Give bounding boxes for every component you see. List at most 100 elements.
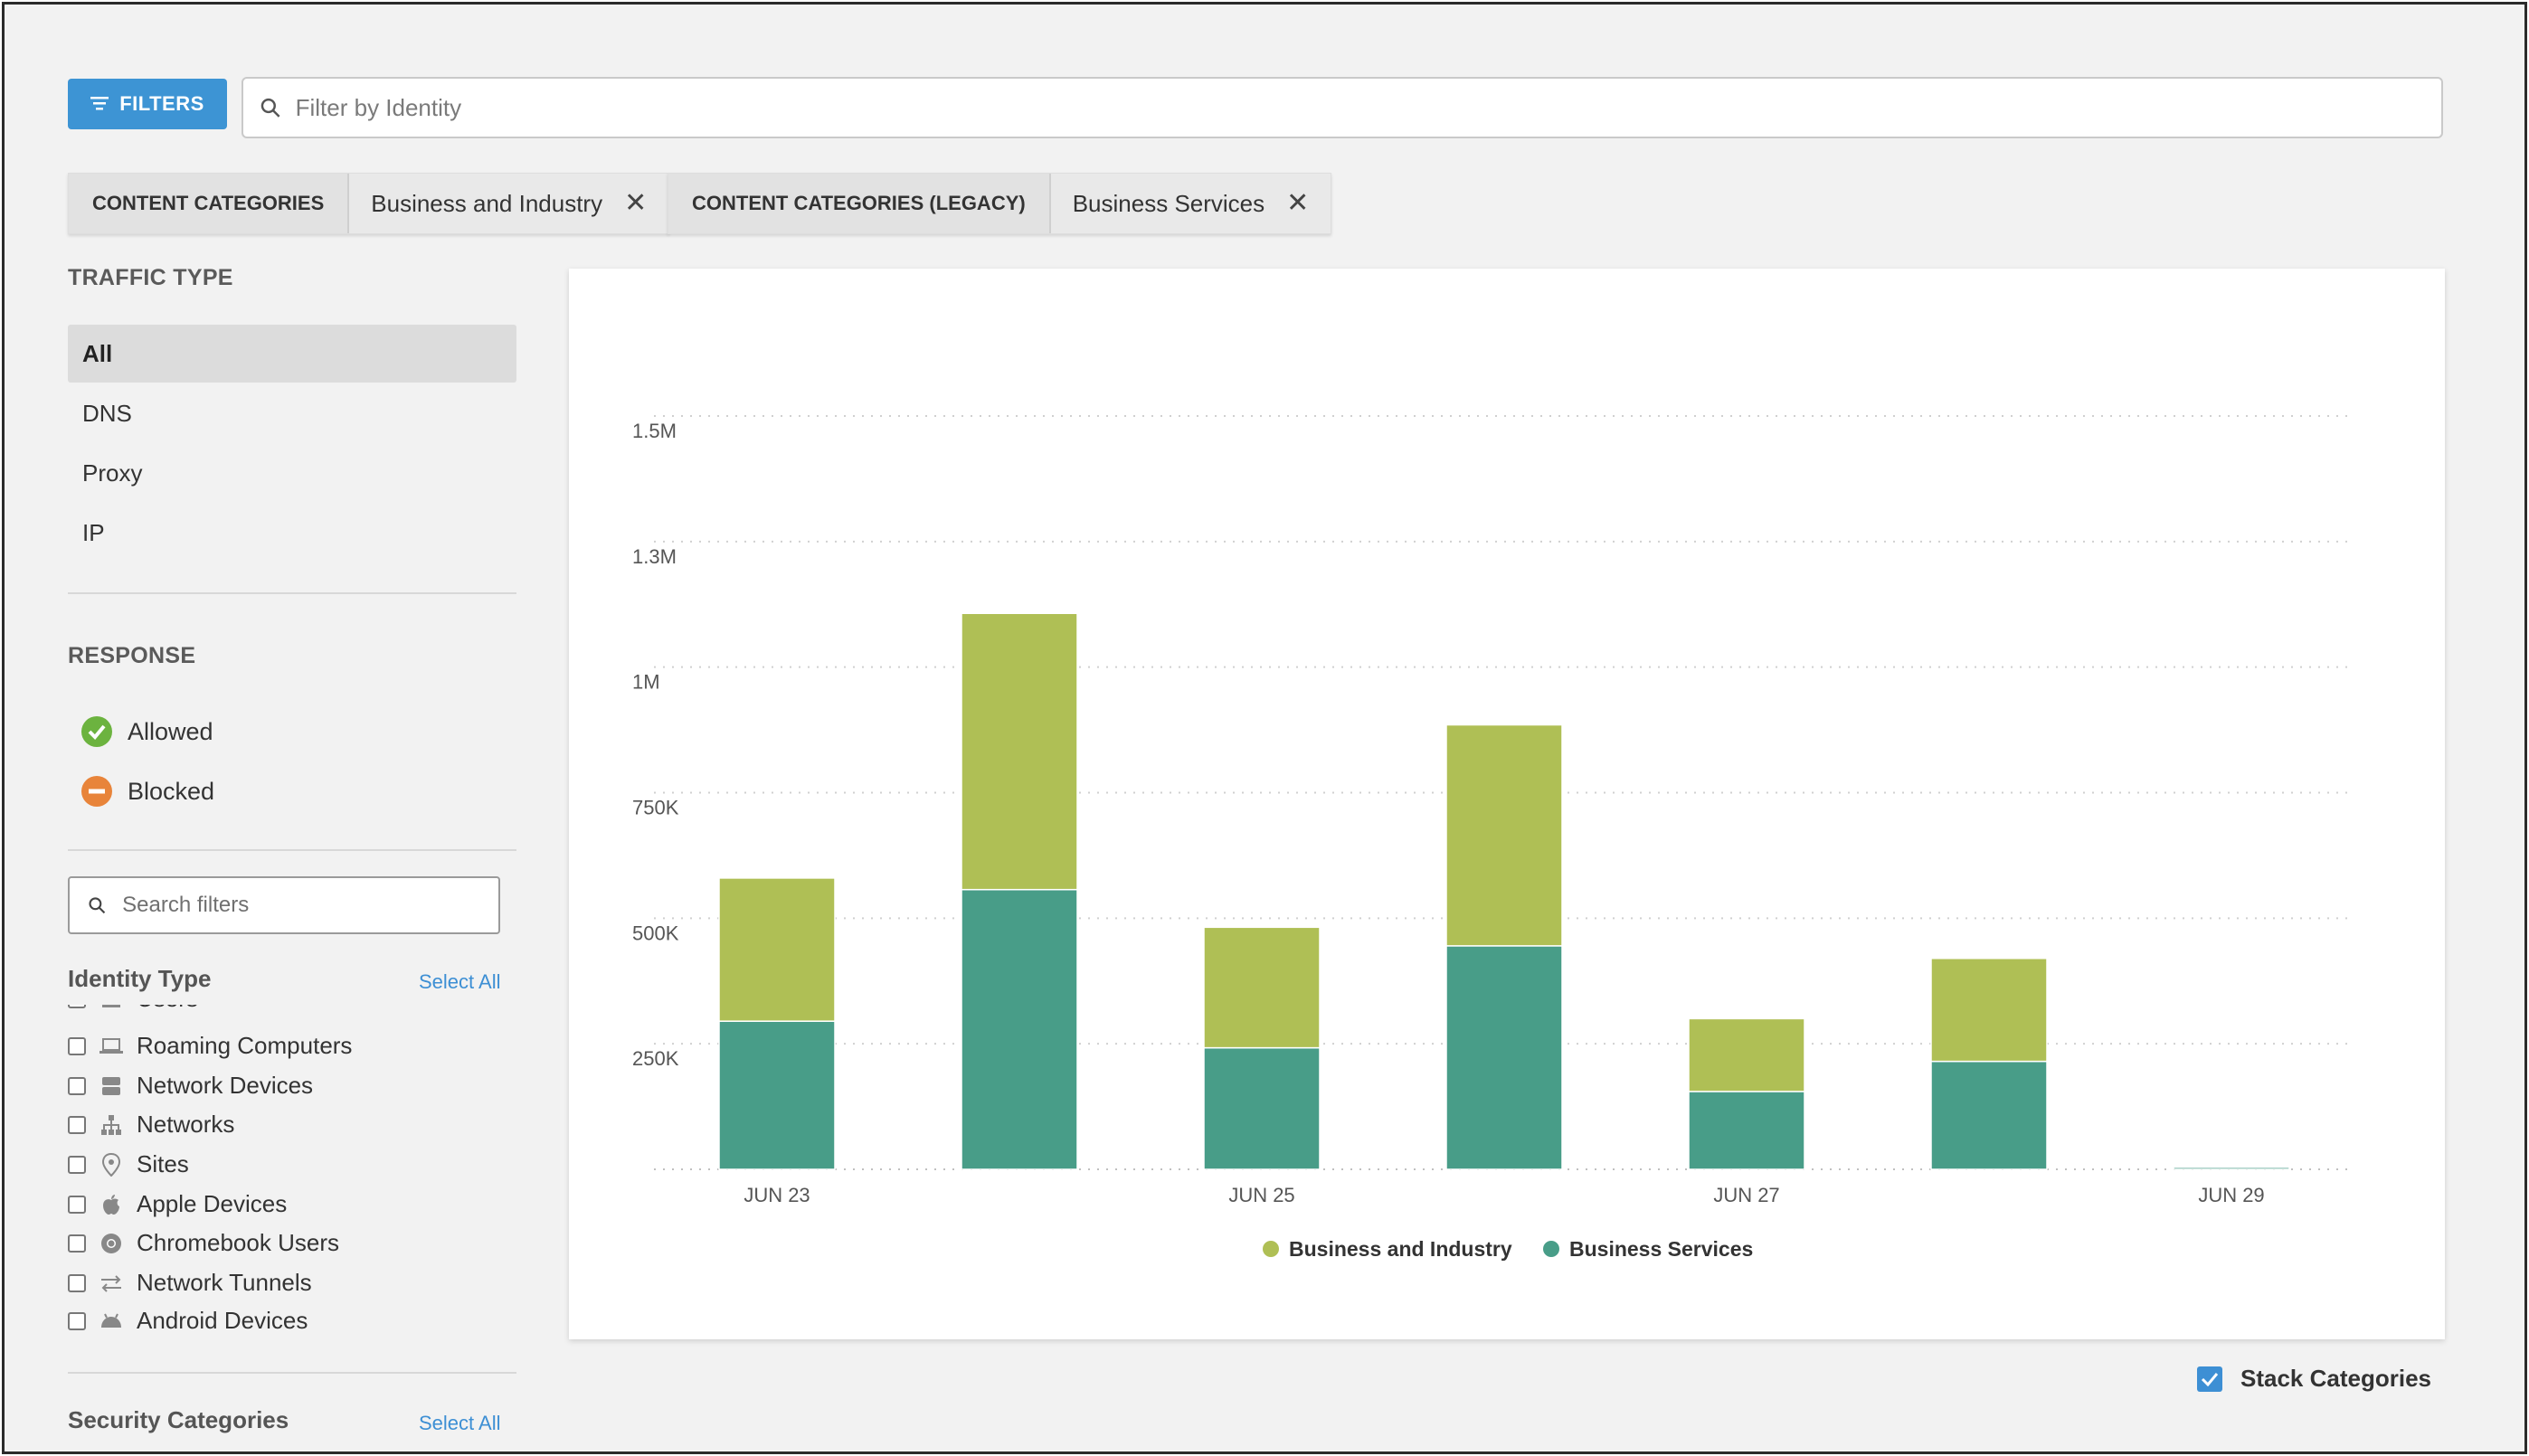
divider (68, 592, 516, 594)
bar-business-services (718, 1020, 836, 1170)
checkbox[interactable] (68, 1234, 86, 1253)
bar-business-industry (961, 612, 1078, 891)
bar-business-services (1688, 1091, 1805, 1170)
apple-icon (99, 1194, 124, 1215)
identity-type-title: Identity Type (68, 965, 212, 992)
response-blocked[interactable]: Blocked (81, 775, 214, 808)
bar-business-services (961, 888, 1078, 1170)
identity-item-label: Network Tunnels (137, 1269, 312, 1296)
network-tree-icon (99, 1114, 124, 1136)
security-categories-title: Security Categories (68, 1406, 289, 1433)
checkbox[interactable] (68, 1076, 86, 1095)
chrome-icon (99, 1233, 124, 1254)
x-tick-label: JUN 29 (2198, 1184, 2264, 1206)
filters-button-label: FILTERS (119, 92, 204, 115)
search-filters-input[interactable] (122, 893, 498, 918)
legend-swatch (1263, 1241, 1279, 1257)
chart-card: 250K 500K 750K 1M 1.3M 1.5M JUN 23 JUN 25 JUN 27… (569, 269, 2445, 1339)
filter-chip-content-categories: CONTENT CATEGORIES Business and Industry… (68, 173, 670, 234)
identity-item-network-tunnels[interactable]: Network Tunnels (68, 1269, 312, 1297)
divider (68, 1372, 516, 1374)
chip-key: CONTENT CATEGORIES (LEGACY) (668, 174, 1051, 233)
bar-business-industry (718, 877, 836, 1022)
filters-button[interactable]: FILTERS (68, 79, 227, 129)
checkbox[interactable] (68, 1273, 86, 1292)
identity-search-box[interactable] (242, 77, 2443, 138)
traffic-type-all[interactable]: All (68, 325, 516, 383)
bar-business-industry (1930, 958, 2048, 1063)
checkbox[interactable] (68, 1036, 86, 1055)
identity-item-label: Roaming Computers (137, 1032, 353, 1059)
checkmark-icon (2201, 1372, 2219, 1386)
stack-categories-checkbox[interactable] (2197, 1366, 2222, 1392)
y-tick-label: 750K (632, 797, 679, 819)
traffic-type-dns[interactable]: DNS (82, 399, 132, 427)
network-device-icon (99, 1075, 124, 1097)
chip-value: Business Services (1072, 189, 1265, 217)
identity-item-users-partial[interactable]: Users (68, 1005, 198, 1013)
android-icon (99, 1310, 124, 1332)
close-icon[interactable]: ✕ (624, 188, 648, 218)
identity-item-label: Sites (137, 1150, 189, 1177)
checkbox[interactable] (68, 1005, 86, 1008)
y-tick-label: 500K (632, 922, 679, 944)
bar-business-services (1445, 945, 1563, 1170)
bar-business-industry (1203, 926, 1321, 1049)
y-tick-label: 1M (632, 671, 660, 694)
legend-swatch (1543, 1241, 1559, 1257)
checkbox[interactable] (68, 1311, 86, 1330)
user-icon (99, 1005, 124, 1010)
close-icon[interactable]: ✕ (1286, 188, 1310, 218)
y-tick-label: 1.5M (632, 420, 677, 442)
search-filters-box[interactable] (68, 876, 500, 934)
identity-item-label: Apple Devices (137, 1190, 288, 1217)
identity-item-roaming-computers[interactable]: Roaming Computers (68, 1032, 352, 1060)
chip-key: CONTENT CATEGORIES (69, 174, 350, 233)
legend-label: Business Services (1569, 1237, 1753, 1261)
x-tick-label: JUN 23 (744, 1184, 810, 1206)
y-tick-label: 250K (632, 1047, 679, 1070)
bar-business-services (1930, 1060, 2048, 1170)
traffic-type-title: TRAFFIC TYPE (68, 265, 233, 290)
filter-chip-content-categories-legacy: CONTENT CATEGORIES (LEGACY) Business Ser… (668, 173, 1332, 234)
identity-item-networks[interactable]: Networks (68, 1111, 234, 1139)
chip-value: Business and Industry (371, 189, 603, 217)
minus-circle-icon (81, 776, 112, 807)
traffic-type-proxy[interactable]: Proxy (82, 459, 143, 487)
location-pin-icon (99, 1152, 124, 1177)
bar-business-services (1203, 1046, 1321, 1170)
identity-item-android-devices[interactable]: Android Devices (68, 1307, 308, 1335)
checkbox[interactable] (68, 1195, 86, 1214)
identity-type-list: Users Roaming Computers Network Devices … (68, 1005, 520, 1341)
identity-item-sites[interactable]: Sites (68, 1150, 189, 1178)
identity-search-input[interactable] (295, 93, 2441, 122)
divider (68, 849, 516, 851)
response-title: RESPONSE (68, 643, 196, 668)
identity-item-apple-devices[interactable]: Apple Devices (68, 1190, 287, 1218)
bar-business-industry (1445, 723, 1563, 947)
checkbox[interactable] (68, 1155, 86, 1174)
stack-categories-toggle[interactable]: Stack Categories (2197, 1365, 2431, 1393)
identity-item-label: Android Devices (137, 1307, 308, 1334)
bar-business-industry (2173, 1166, 2290, 1168)
response-blocked-label: Blocked (128, 777, 215, 805)
x-tick-label: JUN 27 (1713, 1184, 1779, 1206)
response-allowed-label: Allowed (128, 717, 213, 745)
stacked-bar-chart: 250K 500K 750K 1M 1.3M 1.5M JUN 23 JUN 25 JUN 27… (632, 415, 2354, 1261)
identity-type-select-all[interactable]: Select All (419, 970, 501, 993)
y-tick-label: 1.3M (632, 545, 677, 568)
identity-item-label: Users (137, 1005, 198, 1013)
traffic-type-ip[interactable]: IP (82, 518, 105, 546)
search-icon (260, 98, 280, 118)
security-categories-select-all[interactable]: Select All (419, 1412, 501, 1434)
identity-item-network-devices[interactable]: Network Devices (68, 1072, 313, 1100)
identity-item-label: Chromebook Users (137, 1229, 339, 1256)
filter-lines-icon (90, 97, 109, 110)
response-allowed[interactable]: Allowed (81, 715, 213, 748)
bar-business-industry (1688, 1017, 1805, 1092)
laptop-icon (99, 1035, 124, 1057)
checkbox[interactable] (68, 1115, 86, 1134)
identity-item-chromebook-users[interactable]: Chromebook Users (68, 1229, 339, 1257)
x-tick-label: JUN 25 (1228, 1184, 1294, 1206)
